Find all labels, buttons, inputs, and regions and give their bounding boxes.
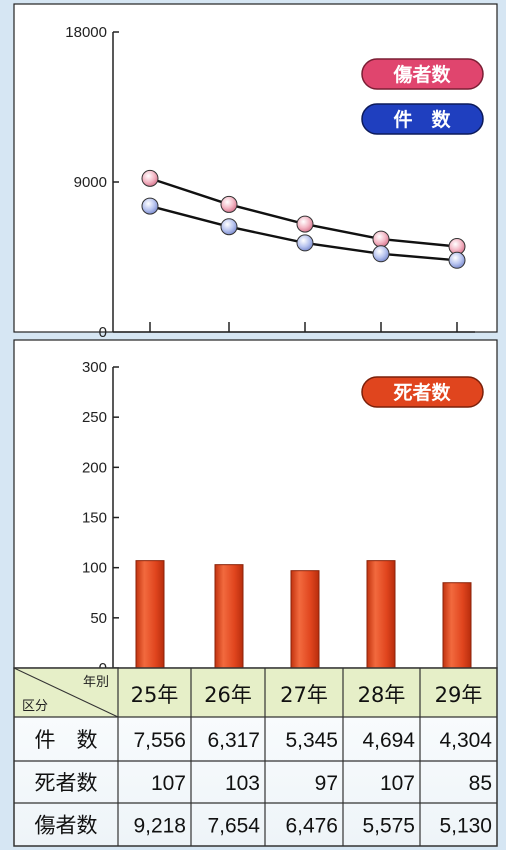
- line-y-labels: 0 9000 18000: [65, 24, 107, 341]
- table-row-label: 件 数: [35, 728, 98, 752]
- bar-y-tick-label: 200: [82, 459, 107, 476]
- table-cell: 103: [225, 772, 260, 795]
- table-row-label: 傷者数: [35, 814, 98, 838]
- table-cell: 5,130: [439, 815, 492, 838]
- bar-deaths: [214, 564, 244, 669]
- bar-y-tick-label: 50: [90, 610, 107, 627]
- line-y-tick-label: 0: [99, 324, 107, 341]
- bar-y-tick-label: 100: [82, 560, 107, 577]
- table-cell: 6,476: [285, 815, 338, 838]
- table-cell: 5,345: [285, 729, 338, 752]
- bar-y-tick-label: 300: [82, 359, 107, 376]
- point-injured: [296, 215, 314, 233]
- point-injured: [141, 169, 159, 187]
- bar-y-tick-label: 150: [82, 510, 107, 527]
- legend-deaths-label: 死者数: [393, 381, 451, 404]
- table-header-bg: [14, 668, 497, 717]
- bar-series-group: [135, 560, 472, 669]
- table-cell: 4,304: [439, 729, 492, 752]
- legend-injured: 傷者数: [361, 58, 484, 90]
- table-cell: 107: [151, 772, 186, 795]
- bar-deaths: [366, 560, 396, 669]
- point-cases: [141, 197, 159, 215]
- point-cases: [448, 251, 466, 269]
- legend-injured-pill: [361, 58, 484, 90]
- table-header-cell: 27年: [280, 683, 328, 707]
- legend-deaths: 死者数: [361, 376, 484, 408]
- table-cell: 4,694: [362, 729, 415, 752]
- line-y-tick-label: 18000: [65, 24, 107, 41]
- table-cell: 107: [380, 772, 415, 795]
- table-cell: 7,556: [133, 729, 186, 752]
- table-cell: 85: [469, 772, 492, 795]
- table-header-cell: 28年: [358, 683, 406, 707]
- point-injured: [372, 230, 390, 248]
- legend-injured-label: 傷者数: [392, 63, 451, 86]
- line-axes: [112, 31, 475, 333]
- table-header-cell: 25年: [131, 683, 179, 707]
- legend-deaths-pill: [361, 376, 484, 408]
- line-x-ticks: [149, 322, 458, 332]
- point-cases: [220, 218, 238, 236]
- bar-deaths: [290, 570, 320, 669]
- bar-y-ticks: 050100150200250300: [82, 359, 119, 677]
- line-panel: [13, 3, 498, 333]
- point-cases: [372, 245, 390, 263]
- table-cell: 6,317: [207, 729, 260, 752]
- table-corner-top: 年別: [83, 675, 109, 690]
- point-cases: [296, 234, 314, 252]
- table-row-label: 死者数: [35, 771, 98, 795]
- point-injured: [220, 195, 238, 213]
- table-border: [13, 667, 498, 847]
- table-corner-diagonal: [13, 667, 119, 718]
- table-body-bg: [14, 717, 497, 846]
- legend-cases: 件 数: [361, 103, 484, 135]
- bar-deaths: [135, 560, 165, 669]
- table-cell: 9,218: [133, 815, 186, 838]
- table-cell: 7,654: [207, 815, 260, 838]
- line-y-tick-label: 9000: [74, 174, 107, 191]
- table-header-cell: 29年: [435, 683, 483, 707]
- table-cell: 5,575: [362, 815, 415, 838]
- table-corner-bottom: 区分: [22, 699, 48, 714]
- line-series-group: [141, 169, 466, 269]
- bar-y-tick-label: 250: [82, 409, 107, 426]
- legend-cases-label: 件 数: [393, 108, 451, 131]
- table-header-cell: 26年: [204, 683, 252, 707]
- legend-cases-pill: [361, 103, 484, 135]
- table-cell: 97: [315, 772, 338, 795]
- bar-deaths: [442, 582, 472, 669]
